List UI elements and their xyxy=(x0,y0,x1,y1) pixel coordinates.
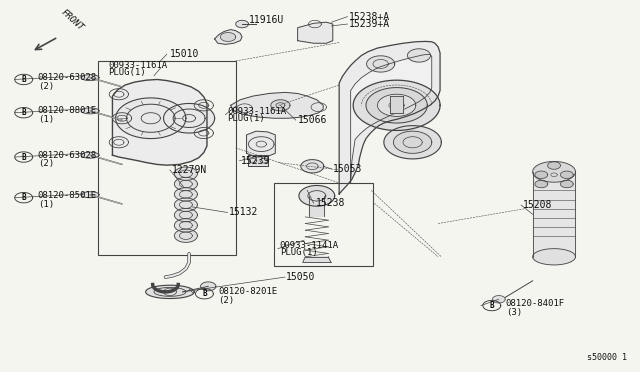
Text: (1): (1) xyxy=(38,115,54,124)
Polygon shape xyxy=(390,96,403,113)
Polygon shape xyxy=(113,80,207,165)
Bar xyxy=(99,61,236,255)
Polygon shape xyxy=(561,171,573,179)
Text: 08120-8501E: 08120-8501E xyxy=(38,191,97,201)
Polygon shape xyxy=(408,49,431,62)
Polygon shape xyxy=(146,285,194,298)
Text: 15010: 15010 xyxy=(170,49,199,60)
Text: 08120-8801E: 08120-8801E xyxy=(38,106,97,115)
Polygon shape xyxy=(339,41,440,194)
Polygon shape xyxy=(175,177,197,191)
Text: 12279N: 12279N xyxy=(172,165,207,175)
Polygon shape xyxy=(81,152,99,158)
Polygon shape xyxy=(214,30,242,44)
Text: 15050: 15050 xyxy=(286,272,316,282)
Polygon shape xyxy=(384,126,442,159)
Polygon shape xyxy=(116,98,186,138)
Polygon shape xyxy=(367,56,395,72)
Text: 00933-1161A: 00933-1161A xyxy=(227,107,287,116)
Polygon shape xyxy=(175,219,197,232)
Polygon shape xyxy=(81,75,99,81)
Text: (2): (2) xyxy=(38,81,54,91)
Polygon shape xyxy=(548,162,561,169)
Polygon shape xyxy=(303,257,331,262)
Text: 00933-1141A: 00933-1141A xyxy=(280,241,339,250)
Text: 15066: 15066 xyxy=(298,115,327,125)
Polygon shape xyxy=(230,92,323,118)
Text: FRONT: FRONT xyxy=(60,7,85,32)
Polygon shape xyxy=(175,188,197,201)
Polygon shape xyxy=(299,186,335,206)
Text: 08120-8401F: 08120-8401F xyxy=(506,299,565,308)
Text: B: B xyxy=(490,301,494,310)
Text: 15132: 15132 xyxy=(229,208,259,218)
Text: 15053: 15053 xyxy=(333,164,362,174)
Polygon shape xyxy=(535,171,548,179)
Polygon shape xyxy=(164,103,214,133)
Polygon shape xyxy=(353,80,440,131)
Text: PLUG(1): PLUG(1) xyxy=(108,68,146,77)
Polygon shape xyxy=(175,167,197,180)
Polygon shape xyxy=(532,248,575,265)
Text: PLUG(1): PLUG(1) xyxy=(227,114,265,123)
Text: B: B xyxy=(202,289,207,298)
Bar xyxy=(274,183,373,266)
Text: 15208: 15208 xyxy=(523,200,552,210)
Polygon shape xyxy=(236,20,248,28)
Polygon shape xyxy=(532,172,575,257)
Polygon shape xyxy=(175,229,197,243)
Polygon shape xyxy=(81,108,99,114)
Polygon shape xyxy=(366,87,428,123)
Polygon shape xyxy=(248,155,268,166)
Text: 15238: 15238 xyxy=(316,198,345,208)
Text: 08120-8201E: 08120-8201E xyxy=(218,288,278,296)
Polygon shape xyxy=(561,180,573,188)
Text: B: B xyxy=(21,108,26,117)
Polygon shape xyxy=(535,180,548,188)
Polygon shape xyxy=(309,196,324,216)
Text: 15239: 15239 xyxy=(241,156,270,166)
Polygon shape xyxy=(246,131,275,157)
Text: 11916U: 11916U xyxy=(248,15,284,25)
Polygon shape xyxy=(492,296,505,303)
Text: 08120-63028: 08120-63028 xyxy=(38,151,97,160)
Polygon shape xyxy=(271,100,290,111)
Polygon shape xyxy=(200,282,216,291)
Polygon shape xyxy=(378,94,416,116)
Text: s50000 1: s50000 1 xyxy=(586,353,627,362)
Text: (2): (2) xyxy=(38,159,54,168)
Text: (3): (3) xyxy=(506,308,522,317)
Text: (1): (1) xyxy=(38,200,54,209)
Text: 15239+A: 15239+A xyxy=(349,19,390,29)
Polygon shape xyxy=(301,160,324,173)
Polygon shape xyxy=(351,54,432,183)
Polygon shape xyxy=(220,32,236,41)
Polygon shape xyxy=(175,198,197,211)
Text: B: B xyxy=(21,153,26,161)
Text: 15238+A: 15238+A xyxy=(349,12,390,22)
Text: PLUG(1): PLUG(1) xyxy=(280,248,317,257)
Polygon shape xyxy=(175,208,197,222)
Text: B: B xyxy=(21,193,26,202)
Polygon shape xyxy=(298,22,333,43)
Polygon shape xyxy=(394,131,432,153)
Text: B: B xyxy=(21,75,26,84)
Polygon shape xyxy=(81,192,99,198)
Text: 08120-63028: 08120-63028 xyxy=(38,73,97,82)
Text: (2): (2) xyxy=(218,296,235,305)
Polygon shape xyxy=(532,161,575,182)
Text: 00933-1161A: 00933-1161A xyxy=(108,61,167,70)
